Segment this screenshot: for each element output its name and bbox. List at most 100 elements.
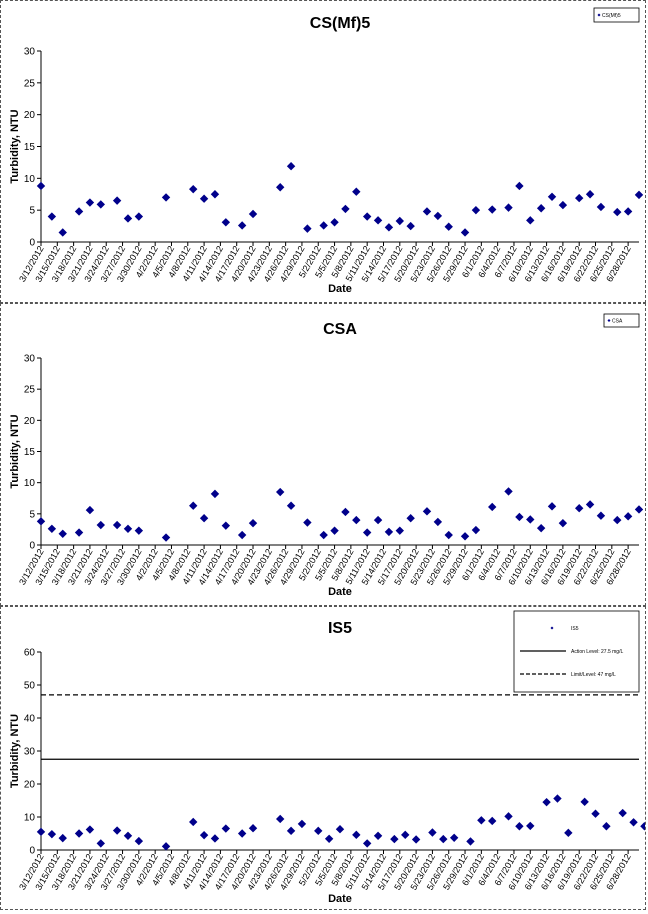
data-point [314,826,323,836]
data-point [286,162,296,171]
data-point [47,212,57,221]
data-point [460,228,470,237]
data-point [591,809,600,818]
data-point [422,507,432,516]
legend: CS(Mf)5 [593,7,640,23]
data-point [161,533,171,542]
legend-label: Limit/Level: 47 mg/L [571,672,616,678]
legend-box [593,7,640,23]
y-tick-label: 30 [24,47,36,58]
data-point [542,797,551,807]
y-tick-label: 20 [24,780,36,791]
data-point [319,221,328,230]
y-tick-label: 10 [24,813,36,824]
y-tick-label: 0 [29,238,35,249]
data-point [553,794,562,803]
data-point [504,203,513,212]
chart-is5: IS501020304050603/12/20123/15/20123/18/2… [9,610,648,905]
data-point [558,200,568,210]
y-axis-label: Turbidity, NTU [9,714,21,788]
data-point [134,212,144,221]
data-point [504,487,513,496]
data-point [112,196,122,205]
data-point [85,825,95,834]
data-point [640,822,648,831]
data-point [602,822,611,831]
data-point [634,505,644,514]
chart-panel-cs-mf5: CS(Mf)5 0 5 10 15 20 25 30 3/12/2012 3/15/2012 3/1… [0,0,646,303]
data-point [411,835,421,844]
data-point [580,797,589,807]
y-tick-label: 5 [29,509,35,520]
data-point [362,839,372,848]
legend: IS5 Action Level: 27.5 mg/L Limit/Level: 4… [513,610,640,693]
chart-title: IS5 [328,620,352,637]
legend-marker [550,626,554,630]
data-point [618,808,627,818]
data-point [335,825,345,834]
data-point [112,520,122,530]
data-point [488,205,497,214]
data-point [221,521,231,530]
y-tick-label: 0 [29,846,35,857]
data-point [248,824,258,833]
data-point [352,187,361,196]
data-point [634,190,644,200]
data-point [189,817,198,827]
y-tick-label: 20 [24,416,36,427]
data-point [444,222,453,231]
data-point [341,204,350,214]
data-point [248,518,258,528]
legend-label: IS5 [571,626,579,632]
data-point [585,190,595,199]
y-tick-label: 30 [24,354,36,365]
data-point [189,184,198,194]
data-point [161,193,171,202]
chart-title: CSA [323,321,357,338]
y-tick-label: 30 [24,747,36,758]
data-point [477,816,486,825]
x-axis-label: Date [328,893,352,905]
legend-marker [607,319,611,322]
data-point [373,515,383,525]
data-point [74,829,84,838]
data-point [526,821,535,831]
data-point [428,828,437,837]
data-point [199,830,209,840]
data-point [210,834,220,843]
data-point [74,207,84,216]
data-point [488,502,497,512]
data-point [575,193,584,203]
data-point [330,526,339,535]
data-point [221,824,231,833]
data-point [515,181,524,191]
data-point [85,505,95,515]
data-point [58,228,67,237]
legend: CSA [603,313,640,328]
data-point [85,198,95,207]
legend-box [603,313,640,328]
data-point [390,834,399,844]
data-point [58,833,67,843]
data-point [330,218,339,227]
data-point [613,515,622,525]
data-point [395,526,404,535]
data-point [199,513,209,523]
chart-title: CS(Mf)5 [310,15,371,32]
data-point [613,207,622,217]
data-point [444,530,453,540]
data-point [112,826,122,835]
chart-csa: CSA0510152025303/12/20123/15/20123/18/20… [9,313,644,598]
y-tick-label: 15 [24,142,36,153]
data-point [36,827,46,837]
data-point [536,204,546,213]
y-tick-label: 60 [24,648,36,659]
data-point [237,829,247,838]
data-point [596,202,606,212]
y-tick-label: 25 [24,385,36,396]
y-tick-label: 40 [24,714,36,725]
data-point [286,826,296,836]
data-point [237,221,247,230]
data-point [395,216,404,226]
data-point [547,502,557,511]
